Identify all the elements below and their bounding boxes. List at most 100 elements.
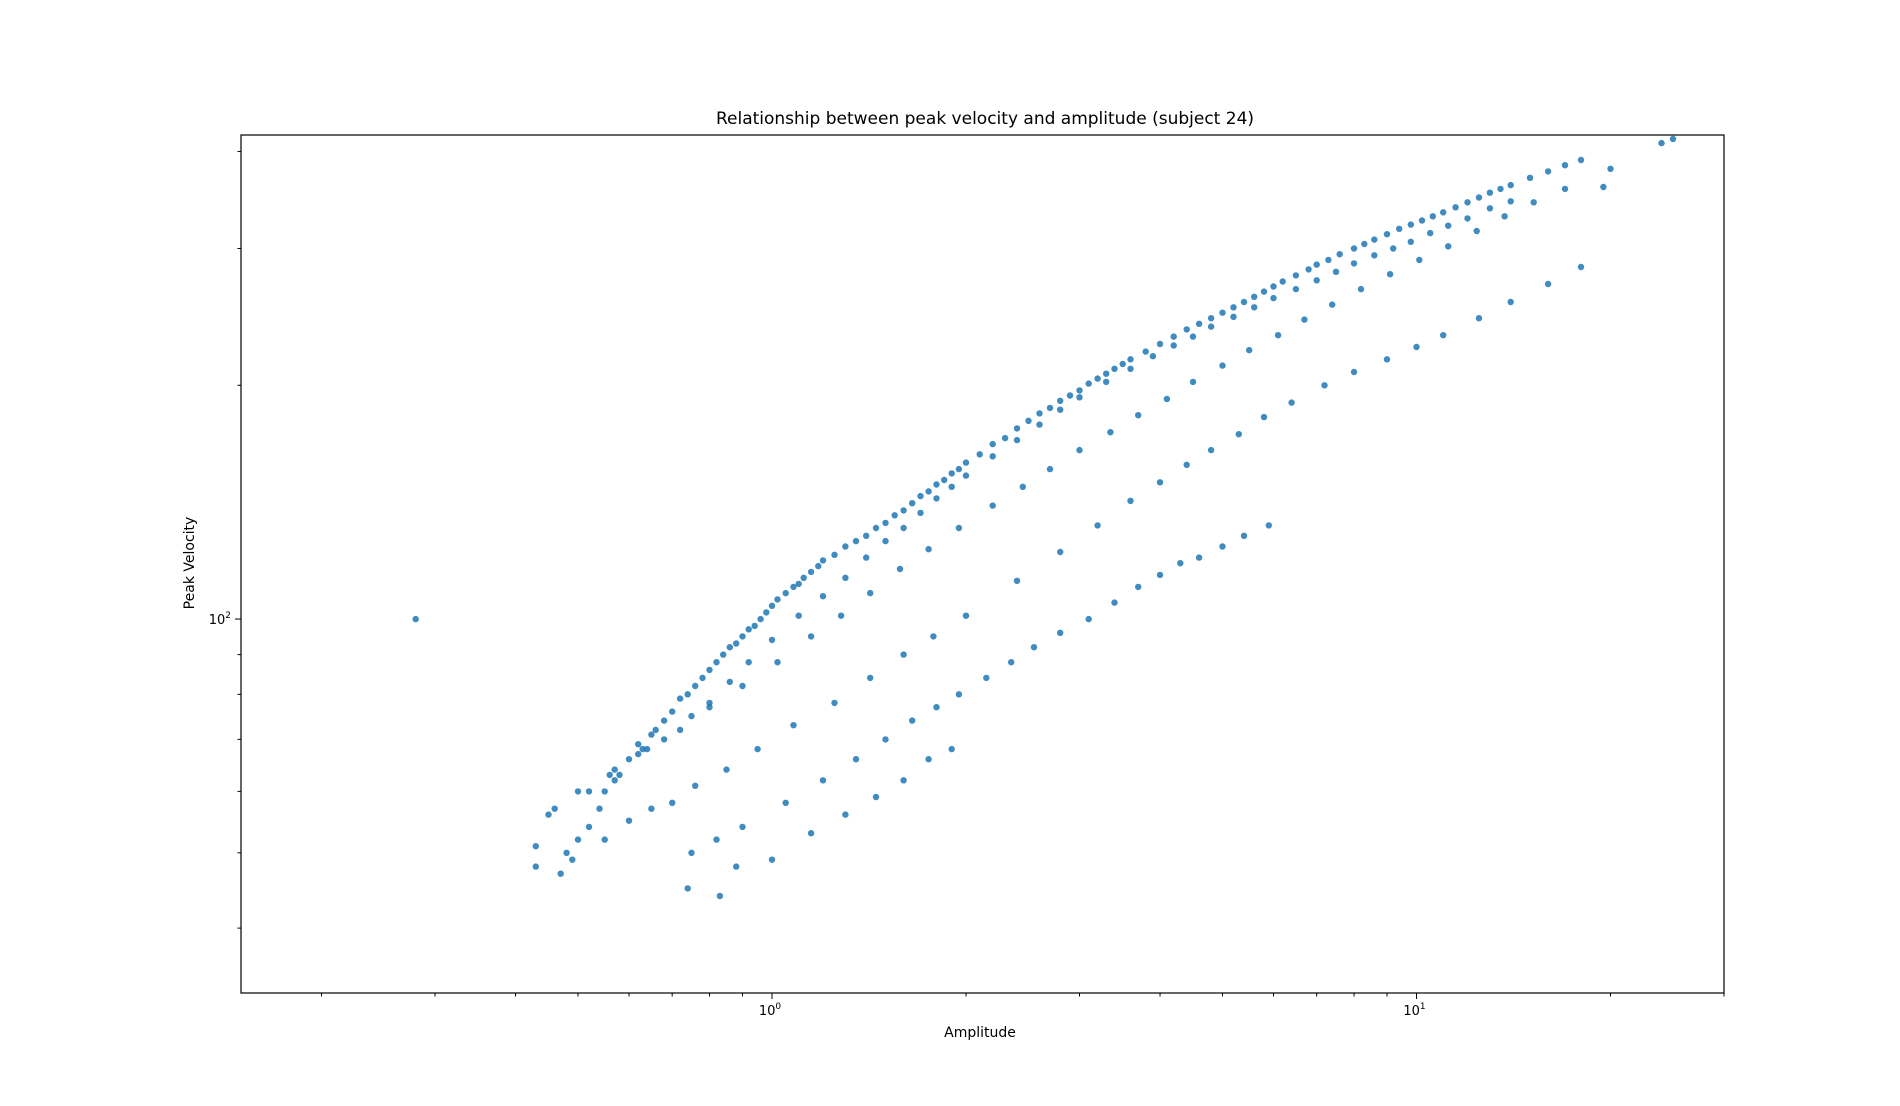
data-point xyxy=(1413,343,1420,351)
data-point xyxy=(948,470,955,477)
data-point xyxy=(1076,394,1083,401)
data-point xyxy=(1057,406,1064,413)
data-point xyxy=(1030,644,1038,651)
data-point xyxy=(867,674,874,682)
data-point xyxy=(1260,288,1268,295)
data-point xyxy=(706,666,713,674)
data-point xyxy=(606,771,613,779)
data-point xyxy=(1207,446,1215,454)
data-point xyxy=(900,507,907,514)
data-point xyxy=(1440,209,1447,216)
data-point xyxy=(1305,266,1312,273)
data-point xyxy=(574,788,582,795)
data-point xyxy=(909,500,916,507)
data-point xyxy=(863,532,870,539)
data-point xyxy=(652,726,659,734)
data-point xyxy=(1371,236,1378,243)
data-point xyxy=(815,562,822,570)
data-point xyxy=(726,644,733,651)
data-point xyxy=(925,546,932,553)
data-point xyxy=(643,745,651,753)
data-point xyxy=(831,551,838,558)
data-point xyxy=(611,777,618,784)
data-point xyxy=(1530,199,1537,206)
data-point xyxy=(1292,272,1300,279)
data-point xyxy=(1111,365,1118,372)
data-point xyxy=(1658,139,1665,147)
data-point xyxy=(1156,571,1164,579)
data-point xyxy=(917,492,924,500)
data-point xyxy=(941,476,948,484)
data-point xyxy=(1270,294,1277,302)
data-point xyxy=(563,849,570,856)
data-point xyxy=(819,777,827,784)
data-point xyxy=(1501,213,1508,220)
data-point xyxy=(1427,229,1434,237)
x-axis-label: Amplitude xyxy=(944,1025,1016,1041)
data-point xyxy=(1445,222,1452,229)
data-point xyxy=(807,830,815,837)
data-point xyxy=(900,524,907,532)
data-point xyxy=(1577,156,1585,164)
data-point xyxy=(723,766,730,773)
data-point xyxy=(601,836,608,843)
data-point xyxy=(739,823,746,831)
data-point xyxy=(1445,243,1452,250)
data-point xyxy=(774,659,781,666)
data-point xyxy=(1046,465,1054,473)
data-point xyxy=(1260,413,1268,421)
data-point xyxy=(1386,271,1394,278)
data-point xyxy=(648,805,655,812)
data-point xyxy=(882,537,889,545)
data-point xyxy=(1251,304,1258,311)
data-point xyxy=(867,589,874,597)
data-point xyxy=(739,633,746,640)
data-point xyxy=(1207,315,1215,322)
data-point xyxy=(1475,194,1483,201)
data-point xyxy=(790,722,797,729)
data-point xyxy=(819,593,827,600)
data-point xyxy=(872,793,880,801)
data-point xyxy=(635,750,642,758)
data-point xyxy=(1507,198,1514,205)
data-point xyxy=(1235,431,1243,438)
data-point xyxy=(989,453,996,460)
data-point xyxy=(1246,346,1253,354)
data-point xyxy=(1473,227,1480,235)
data-point xyxy=(1321,382,1328,389)
data-point xyxy=(863,554,870,561)
data-point xyxy=(1357,285,1365,293)
data-point xyxy=(1329,301,1336,308)
data-point xyxy=(1313,261,1320,268)
data-point xyxy=(1350,368,1358,376)
data-point xyxy=(842,574,849,581)
x-axis: 100 101 xyxy=(321,993,1725,1019)
data-point xyxy=(751,622,758,630)
y-axis: 102 xyxy=(209,150,241,929)
data-point xyxy=(660,736,668,743)
data-point xyxy=(1219,543,1226,550)
data-point xyxy=(1156,340,1164,348)
data-point xyxy=(1036,410,1043,417)
data-point xyxy=(768,602,776,609)
data-point xyxy=(639,745,646,753)
data-point xyxy=(669,799,676,806)
data-point xyxy=(1103,378,1110,386)
data-point xyxy=(1076,387,1083,394)
data-point xyxy=(660,717,668,724)
data-point xyxy=(648,731,655,738)
data-point xyxy=(1230,304,1237,311)
data-point xyxy=(1036,421,1043,428)
data-point xyxy=(1416,256,1423,264)
y-tick-label: 102 xyxy=(209,611,231,628)
data-point xyxy=(976,451,983,458)
data-point xyxy=(989,440,996,448)
data-point xyxy=(733,640,740,647)
data-point xyxy=(1207,323,1215,330)
data-point xyxy=(795,580,802,588)
data-point xyxy=(1085,615,1092,623)
data-point xyxy=(676,695,684,702)
data-point xyxy=(900,651,907,658)
data-point xyxy=(1507,298,1514,306)
data-point xyxy=(726,678,733,686)
